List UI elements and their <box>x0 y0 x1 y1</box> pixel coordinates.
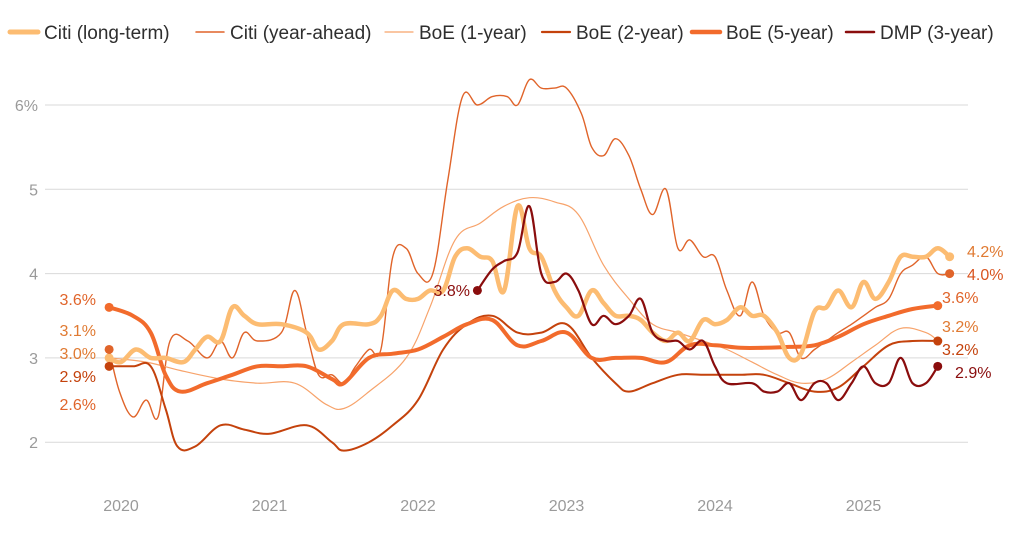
legend-label: BoE (2-year) <box>576 23 684 44</box>
legend-item-boe-5-year: BoE (5-year) <box>689 23 834 44</box>
start-marker-boe-5-year <box>104 302 114 312</box>
start-marker-citi-year-ahead <box>104 344 114 354</box>
y-tick-label: 2 <box>29 435 38 452</box>
legend-label: BoE (5-year) <box>726 23 834 44</box>
end-marker-dmp-3-year <box>933 361 943 371</box>
x-tick-label: 2020 <box>103 498 139 515</box>
series-line-boe-5-year <box>107 303 940 394</box>
series-line-dmp-3-year <box>476 205 939 402</box>
end-marker-citi-year-ahead <box>945 269 955 279</box>
value-label-citi-year-ahead: 4.0% <box>967 267 1003 284</box>
start-marker-dmp-3-year <box>472 285 482 295</box>
y-tick-label: 6% <box>15 98 38 115</box>
x-tick-label: 2024 <box>697 498 733 515</box>
end-marker-boe-2-year <box>933 336 943 346</box>
end-marker-boe-5-year <box>933 301 943 311</box>
x-tick-label: 2022 <box>400 498 436 515</box>
series-line-citi-year-ahead <box>108 78 951 420</box>
end-markers <box>104 252 955 371</box>
y-tick-label: 3 <box>29 351 38 368</box>
y-axis-ticks: 6% 5 4 3 2 <box>15 98 38 452</box>
y-tick-label: 5 <box>29 182 38 199</box>
legend-item-boe-2-year: BoE (2-year) <box>540 23 684 44</box>
legend-label: Citi (year-ahead) <box>230 23 372 44</box>
end-marker-citi-long-term <box>945 252 955 262</box>
value-label-boe-5-year: 3.6% <box>942 290 978 307</box>
value-label-boe-1-year: 3.2% <box>942 319 978 336</box>
value-label-citi-long-term: 3.1% <box>60 323 96 340</box>
legend-item-citi-year-ahead: Citi (year-ahead) <box>195 23 372 44</box>
series-line-citi-long-term <box>106 203 952 365</box>
series-line-boe-1-year <box>108 196 939 411</box>
x-axis-ticks: 2020 2021 2022 2023 2024 2025 <box>103 498 881 515</box>
value-labels: 4.2% 4.0% 3.6% 3.2% 3.2% 2.9% 3.6% 3.1% 3.0% 2.9%… <box>60 244 1004 414</box>
y-tick-label: 4 <box>29 267 38 284</box>
legend-label: Citi (long-term) <box>44 23 170 44</box>
x-tick-label: 2021 <box>252 498 288 515</box>
value-label-citi-long-term: 4.2% <box>967 244 1003 261</box>
value-label-boe-1-year: 3.0% <box>60 346 96 363</box>
value-label-boe-2-year: 3.2% <box>942 342 978 359</box>
legend-item-dmp-3-year: DMP (3-year) <box>844 23 994 44</box>
legend-item-citi-long-term: Citi (long-term) <box>7 23 170 44</box>
chart-legend: Citi (long-term) Citi (year-ahead) BoE (1-… <box>7 23 994 44</box>
legend-item-boe-1-year: BoE (1-year) <box>384 23 527 44</box>
value-label-boe-2-year: 2.9% <box>60 369 96 386</box>
series-lines <box>106 78 952 452</box>
value-label-citi-year-ahead: 2.6% <box>60 397 96 414</box>
x-tick-label: 2025 <box>846 498 882 515</box>
start-marker-boe-2-year <box>104 361 114 371</box>
legend-label: DMP (3-year) <box>880 23 994 44</box>
value-label-dmp-3-year: 3.8% <box>434 283 470 300</box>
value-label-boe-5-year: 3.6% <box>60 292 96 309</box>
x-tick-label: 2023 <box>549 498 585 515</box>
legend-label: BoE (1-year) <box>419 23 527 44</box>
start-marker-citi-long-term <box>104 353 114 363</box>
value-label-dmp-3-year: 2.9% <box>955 365 991 382</box>
